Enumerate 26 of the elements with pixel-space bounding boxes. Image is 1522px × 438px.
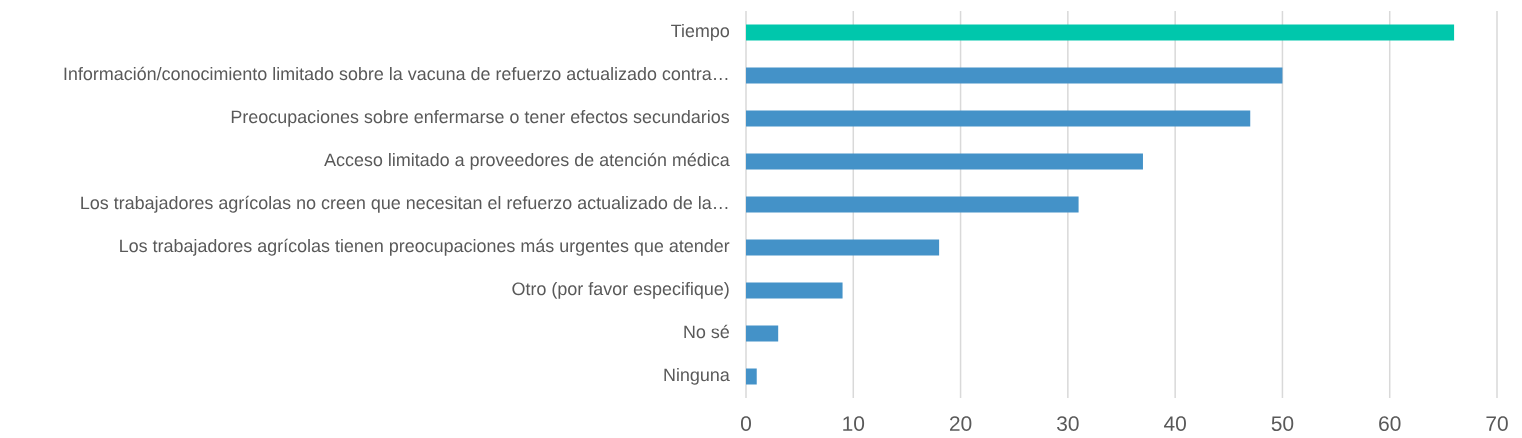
x-tick-label: 10 — [843, 416, 865, 432]
x-tick-label: 50 — [1271, 416, 1294, 432]
x-tick-label: 70 — [1486, 416, 1508, 432]
y-tick-label: Tiempo — [671, 24, 730, 41]
y-tick-label: Preocupaciones sobre enfermarse o tener efectos secundarios — [231, 110, 730, 127]
y-tick-label: Información/conocimiento limitado sobre la vacuna de refuerzo actualizado contra… — [64, 66, 728, 81]
x-tick-label: 40 — [1164, 416, 1186, 432]
bar — [746, 325, 779, 342]
x-tick-label: 30 — [1057, 416, 1079, 432]
bar — [746, 67, 1283, 84]
bar — [746, 196, 1079, 213]
y-tick-label: Otro (por favor especifique) — [512, 282, 729, 299]
bar — [746, 282, 843, 299]
y-tick-label: No sé — [684, 324, 729, 339]
bar — [746, 153, 1143, 170]
x-tick-label: 0 — [741, 416, 751, 432]
y-tick-label: Ninguna — [664, 368, 730, 385]
y-tick-label: Los trabajadores agrícolas tienen preocupaciones más urgentes que atender — [120, 238, 730, 256]
bar — [746, 368, 757, 385]
x-tick-label: 60 — [1379, 416, 1401, 432]
bar — [746, 110, 1251, 127]
x-tick-label: 20 — [949, 416, 972, 432]
bar — [746, 239, 940, 256]
y-tick-label: Acceso limitado a proveedores de atención médica — [324, 152, 730, 170]
bar — [746, 24, 1455, 41]
y-tick-label: Los trabajadores agrícolas no creen que necesitan el refuerzo actualizado de la… — [81, 195, 728, 213]
